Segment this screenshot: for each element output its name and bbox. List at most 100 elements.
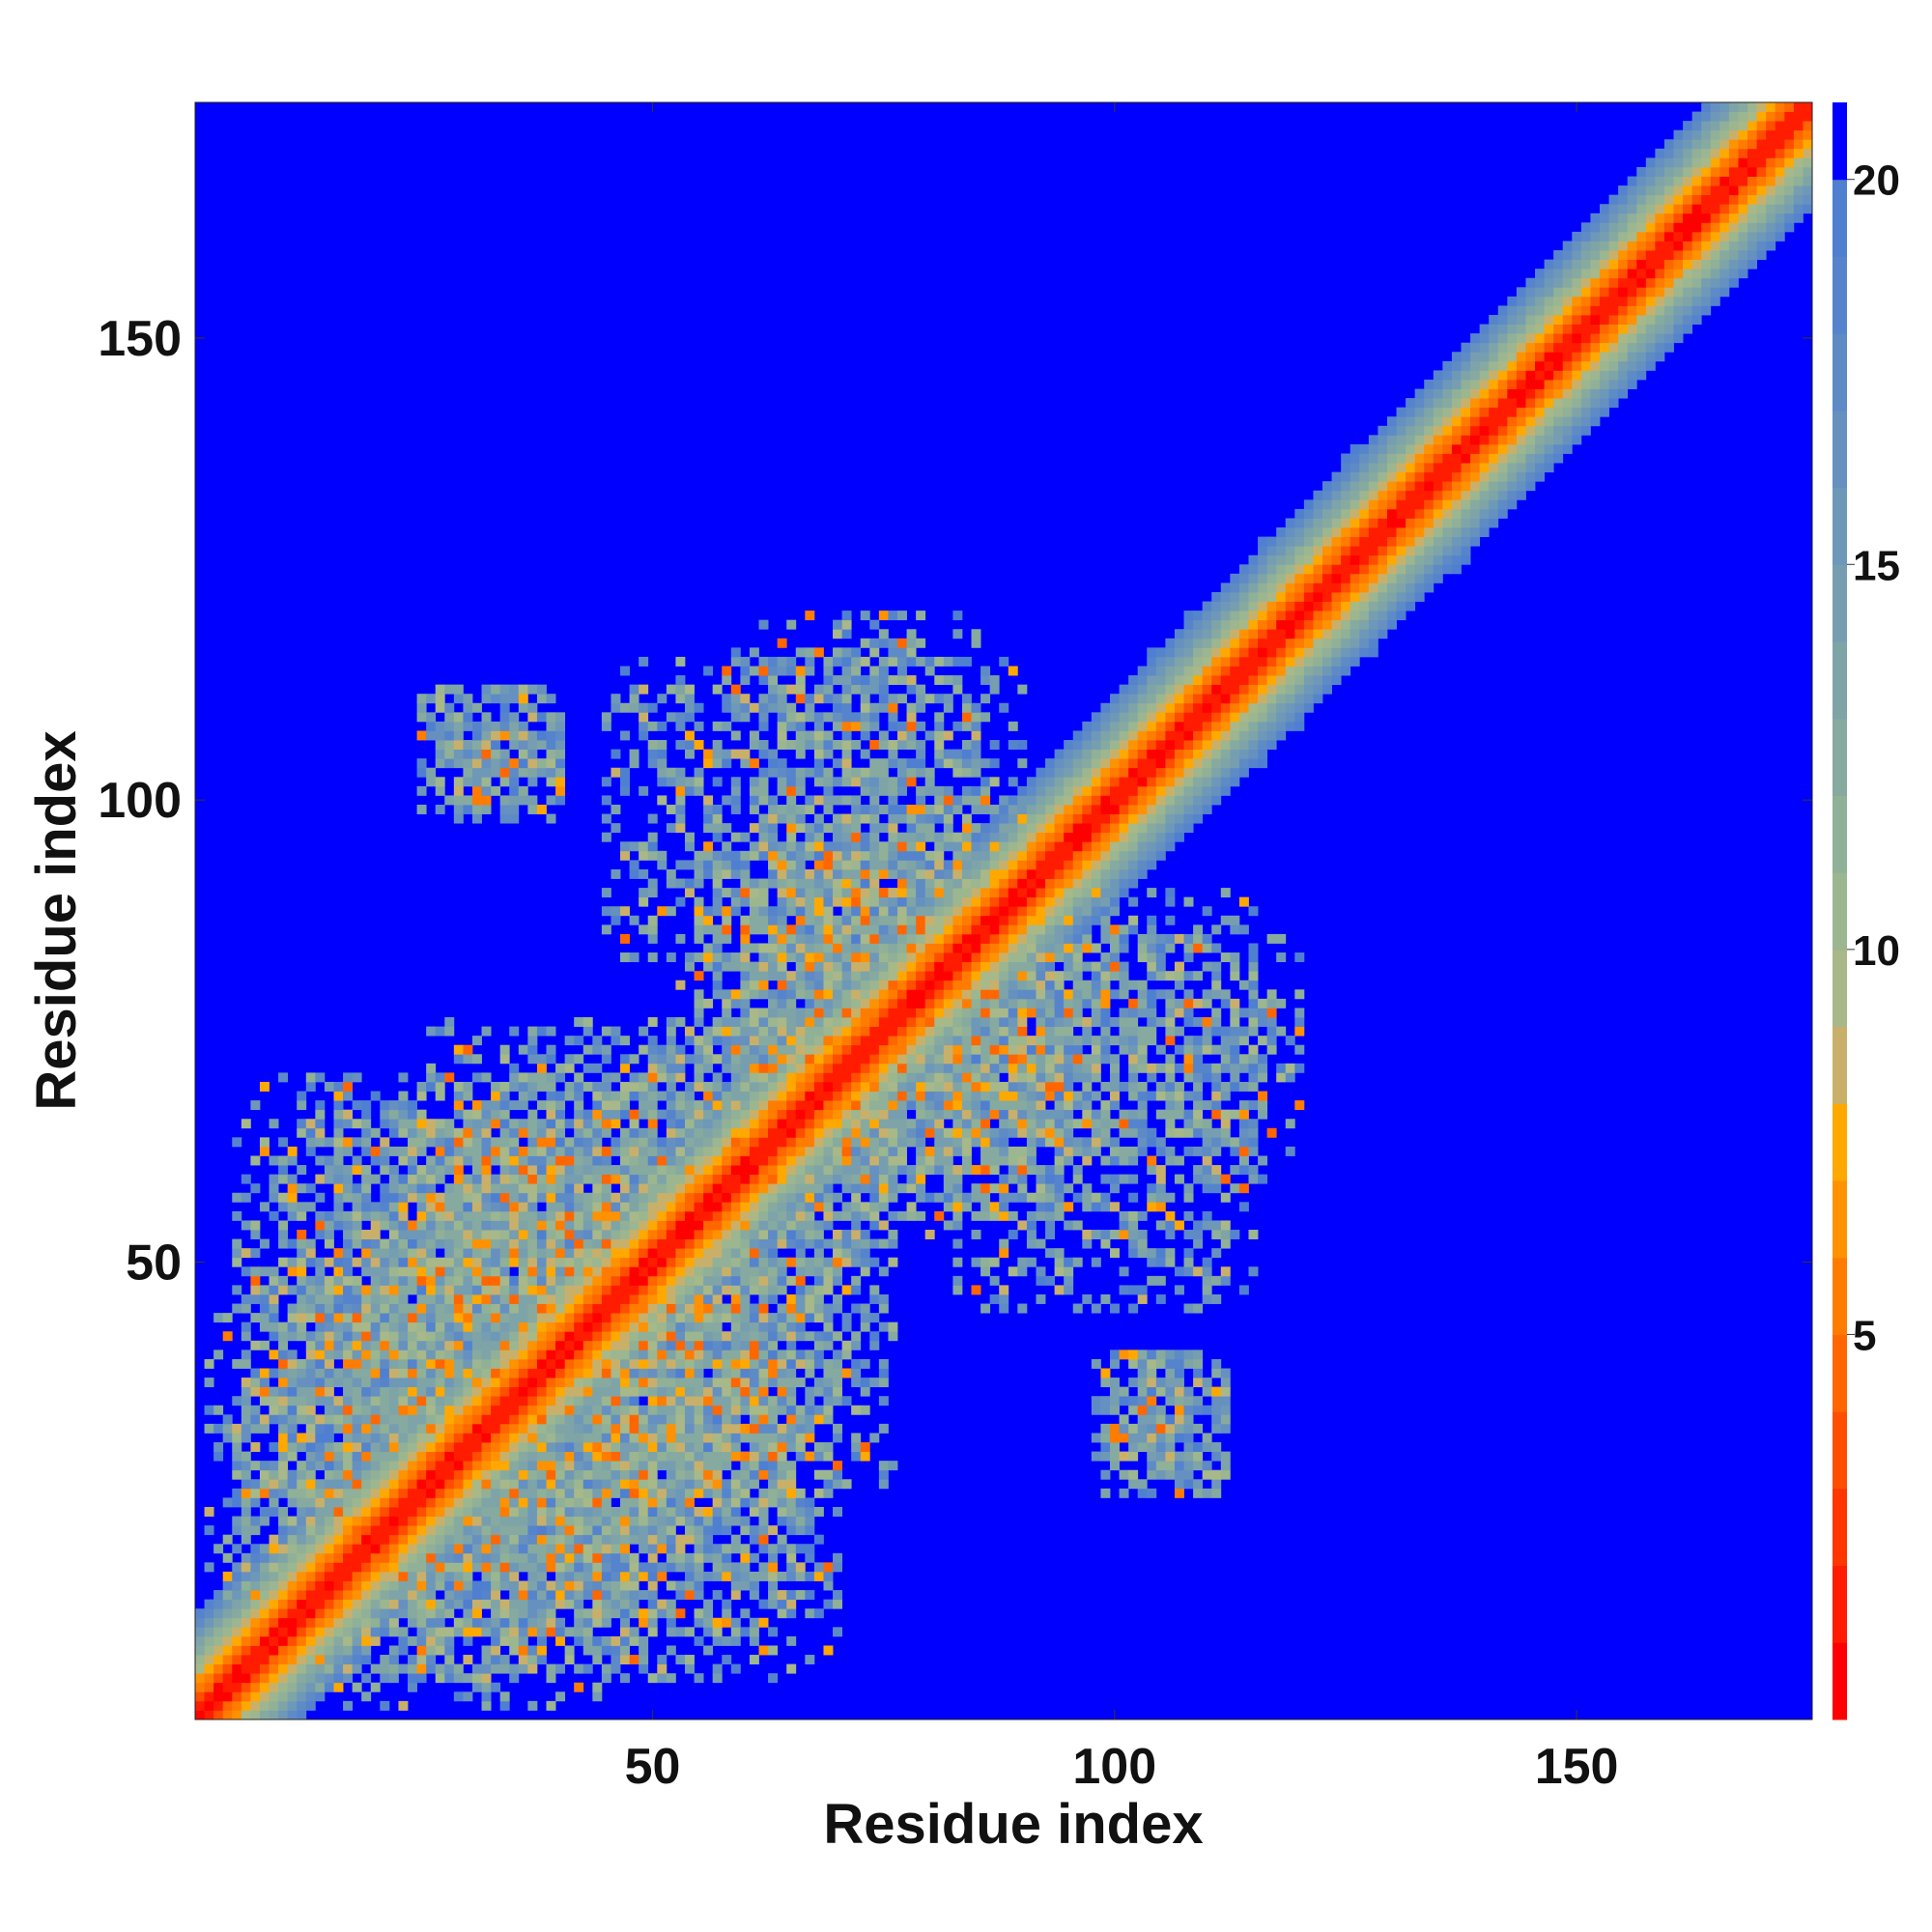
heatmap-cell [813,1414,824,1425]
heatmap-cell [611,1396,621,1406]
heatmap-cell [527,1525,538,1536]
heatmap-cell [620,1192,630,1203]
heatmap-cell [435,1293,445,1304]
heatmap-cell [259,1146,270,1156]
heatmap-cell [324,1525,334,1536]
heatmap-cell [768,1109,779,1120]
heatmap-cell [647,1100,658,1111]
heatmap-cell [768,767,779,778]
heatmap-cell [629,1599,639,1609]
heatmap-cell [684,1303,695,1314]
heatmap-cell [657,721,668,731]
heatmap-cell [611,1165,621,1176]
heatmap-cell [823,1174,834,1184]
heatmap-cell [722,1210,732,1221]
heatmap-cell [444,1562,455,1573]
heatmap-cell [675,684,686,695]
heatmap-cell [657,1433,668,1443]
heatmap-cell [491,1257,501,1267]
heatmap-cell [564,1063,575,1073]
heatmap-cell [370,1321,381,1332]
heatmap-cell [639,1192,649,1203]
heatmap-cell [463,1590,473,1601]
heatmap-cell [380,1321,390,1332]
heatmap-cell [388,1488,399,1498]
heatmap-cell [259,1285,270,1295]
heatmap-cell [536,1026,547,1037]
heatmap-cell [408,1617,417,1628]
heatmap-cell [555,1321,566,1332]
heatmap-cell [611,1285,621,1295]
heatmap-cell [269,1192,279,1203]
heatmap-cell [740,1469,751,1480]
heatmap-cell [639,684,649,695]
heatmap-cell [491,1571,501,1581]
heatmap-cell [416,1525,427,1536]
heatmap-cell [639,1026,649,1037]
heatmap-cell [703,1645,714,1656]
heatmap-cell [416,1146,427,1156]
heatmap-cell [629,1109,639,1120]
heatmap-cell [813,1008,824,1018]
heatmap-cell [666,1331,676,1342]
heatmap-cell [250,1405,261,1415]
heatmap-cell [592,1100,603,1111]
heatmap-cell [684,878,695,889]
heatmap-cell [343,1635,354,1646]
heatmap-cell [611,1321,621,1332]
heatmap-cell [471,749,482,759]
heatmap-cell [712,1405,723,1415]
heatmap-cell [555,1063,566,1073]
heatmap-cell [546,1331,556,1342]
heatmap-cell [370,1552,381,1563]
heatmap-cell [860,1202,870,1212]
heatmap-cell [536,740,547,750]
heatmap-cell [564,1303,575,1314]
heatmap-cell [481,1386,492,1397]
heatmap-cell [694,1155,704,1166]
heatmap-cell [647,1165,658,1176]
heatmap-cell [833,1137,842,1148]
heatmap-cell [518,1645,528,1656]
heatmap-cell [694,1202,704,1212]
heatmap-cell [435,1516,445,1526]
heatmap-cell [278,1506,289,1517]
heatmap-cell [435,1026,445,1037]
heatmap-cell [740,1396,751,1406]
heatmap-cell [499,721,510,731]
heatmap-cell [712,740,723,750]
heatmap-cell [639,1516,649,1526]
heatmap-cell [305,1257,316,1267]
heatmap-cell [639,1663,649,1674]
heatmap-cell [629,1202,639,1212]
heatmap-cell [841,1165,852,1176]
heatmap-cell [666,1423,676,1434]
heatmap-cell [481,1210,492,1221]
heatmap-cell [768,1590,779,1601]
heatmap-cell [491,1479,501,1490]
heatmap-cell [536,767,547,778]
heatmap-cell [287,1146,298,1156]
heatmap-cell [582,1238,593,1249]
heatmap-cell [647,1590,658,1601]
heatmap-cell [582,1248,593,1259]
heatmap-cell [555,777,566,787]
heatmap-cell [315,1192,326,1203]
heatmap-cell [795,1331,806,1342]
heatmap-cell [795,1590,806,1601]
heatmap-cell [287,1691,298,1702]
heatmap-cell [416,1590,427,1601]
heatmap-cell [287,1682,298,1692]
heatmap-cell [408,1461,417,1471]
heatmap-cell [860,749,870,759]
heatmap-cell [851,980,862,990]
heatmap-cell [813,1266,824,1277]
heatmap-cell [833,989,842,1000]
heatmap-cell [851,1303,862,1314]
heatmap-cell [749,1534,759,1545]
heatmap-cell [408,1663,417,1674]
heatmap-cell [491,1220,501,1231]
heatmap-cell [851,1165,862,1176]
heatmap-cell [250,1710,261,1720]
heatmap-cell [408,1442,417,1452]
